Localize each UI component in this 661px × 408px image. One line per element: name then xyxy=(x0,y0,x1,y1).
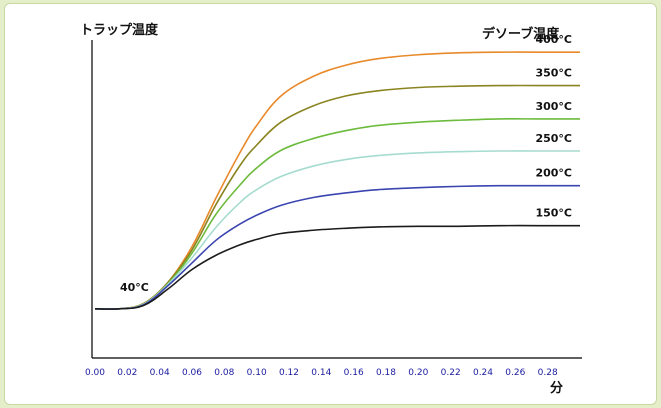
x-tick-label: 0.16 xyxy=(344,368,364,378)
x-tick-label: 0.06 xyxy=(182,368,202,378)
x-tick-label: 0.20 xyxy=(408,368,428,378)
x-tick-label: 0.22 xyxy=(441,368,461,378)
x-axis-title: 分 xyxy=(550,380,563,396)
series-line-2 xyxy=(94,118,580,310)
x-tick-label: 0.26 xyxy=(505,368,525,378)
start-temperature-label: 40°C xyxy=(120,281,149,294)
series-line-5 xyxy=(94,224,580,310)
x-tick-label: 0.18 xyxy=(376,368,396,378)
series-label: 200°C xyxy=(535,167,572,180)
series-label: 250°C xyxy=(535,132,572,145)
series-label: 400°C xyxy=(535,33,572,46)
x-tick-label: 0.24 xyxy=(473,368,493,378)
series-label: 300°C xyxy=(535,100,572,113)
x-tick-label: 0.10 xyxy=(247,368,267,378)
x-tick-label: 0.28 xyxy=(538,368,558,378)
x-tick-label: 0.00 xyxy=(85,368,105,378)
x-tick-label: 0.02 xyxy=(117,368,137,378)
x-tick-label: 0.14 xyxy=(311,368,331,378)
y-axis-title-left: トラップ温度 xyxy=(80,22,159,38)
series-line-4 xyxy=(94,184,580,310)
x-tick-label: 0.04 xyxy=(150,368,170,378)
x-tick-label: 0.12 xyxy=(279,368,299,378)
series-line-0 xyxy=(94,51,580,311)
series-label: 350°C xyxy=(535,67,572,80)
y-axis-title-right: デソーブ温度 xyxy=(482,26,560,42)
x-tick-label: 0.08 xyxy=(214,368,234,378)
series-label: 150°C xyxy=(535,207,572,220)
